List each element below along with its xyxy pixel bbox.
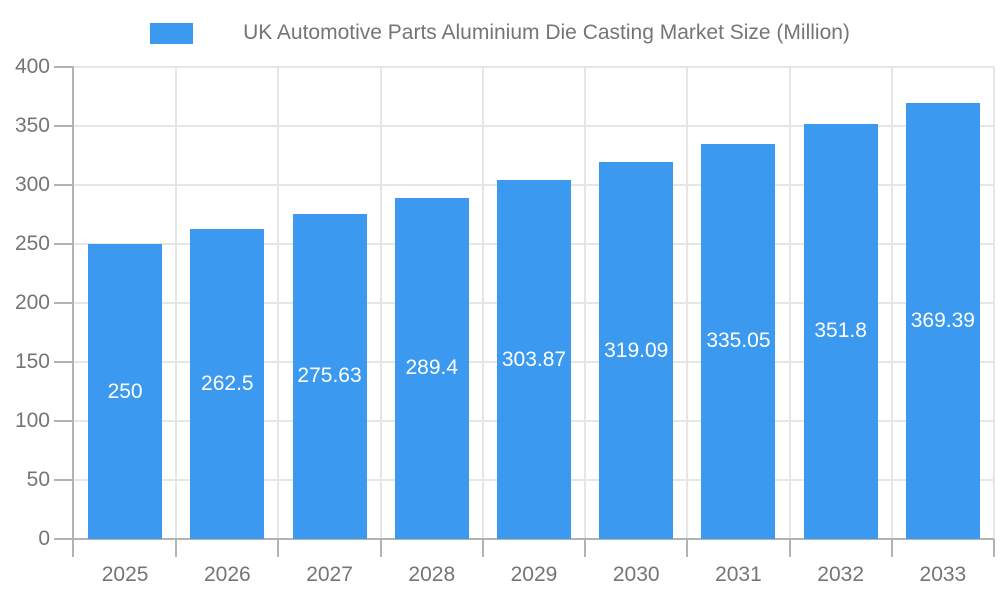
bar-2028[interactable] bbox=[394, 197, 469, 539]
bar-2026[interactable] bbox=[190, 229, 265, 539]
x-tick-label: 2033 bbox=[919, 563, 967, 586]
y-tick bbox=[54, 125, 74, 127]
y-tick-label: 400 bbox=[14, 55, 50, 78]
y-tick bbox=[54, 479, 74, 481]
y-tick-label: 200 bbox=[14, 291, 50, 314]
bar-value-label: 335.05 bbox=[706, 329, 771, 353]
bar-2031[interactable] bbox=[701, 143, 776, 539]
x-gridline bbox=[890, 67, 893, 539]
y-gridline bbox=[74, 125, 994, 127]
bar-value-label: 351.8 bbox=[814, 319, 867, 343]
y-tick-label: 150 bbox=[14, 350, 50, 373]
y-tick-label: 0 bbox=[38, 527, 50, 550]
x-tick bbox=[686, 539, 689, 557]
x-tick-label: 2027 bbox=[306, 563, 353, 586]
bar-2029[interactable] bbox=[497, 180, 571, 539]
y-axis-line bbox=[72, 67, 74, 557]
x-gridline bbox=[481, 67, 484, 539]
y-tick bbox=[54, 66, 74, 68]
bar-value-label: 369.39 bbox=[910, 309, 975, 333]
bar-value-label: 275.63 bbox=[297, 364, 362, 388]
x-tick-label: 2032 bbox=[817, 563, 865, 586]
x-axis-line bbox=[54, 538, 994, 540]
bar-2032[interactable] bbox=[803, 123, 878, 539]
legend[interactable]: UK Automotive Parts Aluminium Die Castin… bbox=[0, 20, 1000, 46]
x-gridline bbox=[277, 67, 280, 539]
bar-2025[interactable] bbox=[88, 244, 163, 539]
x-tick-label: 2028 bbox=[408, 563, 456, 586]
bar-2027[interactable] bbox=[292, 213, 367, 539]
y-tick bbox=[54, 302, 74, 304]
bar-value-label: 289.4 bbox=[405, 356, 459, 380]
x-tick bbox=[481, 539, 484, 557]
y-tick-label: 350 bbox=[14, 114, 50, 137]
y-tick bbox=[54, 243, 74, 245]
x-tick-label: 2029 bbox=[510, 563, 558, 586]
y-tick bbox=[54, 184, 74, 186]
x-tick-label: 2026 bbox=[203, 563, 251, 586]
bar-2033[interactable] bbox=[905, 103, 980, 539]
y-tick-label: 100 bbox=[14, 409, 50, 432]
x-tick bbox=[788, 539, 791, 557]
x-tick bbox=[584, 539, 587, 557]
x-tick-label: 2031 bbox=[715, 563, 762, 586]
bar-value-label: 303.87 bbox=[501, 347, 567, 371]
y-tick bbox=[54, 361, 74, 363]
x-tick bbox=[993, 539, 995, 557]
x-gridline bbox=[686, 67, 689, 539]
legend-label: UK Automotive Parts Aluminium Die Castin… bbox=[243, 21, 850, 44]
x-tick bbox=[175, 539, 178, 557]
y-gridline bbox=[74, 66, 994, 68]
bar-2030[interactable] bbox=[599, 162, 674, 539]
x-gridline bbox=[175, 67, 178, 539]
x-gridline bbox=[788, 67, 791, 539]
y-tick bbox=[54, 420, 74, 422]
y-tick-label: 300 bbox=[14, 173, 50, 196]
x-tick-label: 2030 bbox=[612, 563, 660, 586]
y-tick-label: 50 bbox=[26, 468, 50, 491]
x-gridline bbox=[993, 67, 995, 539]
y-tick-label: 250 bbox=[14, 232, 50, 255]
bar-value-label: 250 bbox=[107, 379, 143, 403]
x-tick bbox=[890, 539, 893, 557]
x-gridline bbox=[584, 67, 587, 539]
bar-value-label: 319.09 bbox=[604, 338, 669, 362]
x-tick-label: 2025 bbox=[101, 563, 149, 586]
y-tick bbox=[54, 538, 74, 540]
x-tick bbox=[277, 539, 280, 557]
legend-swatch bbox=[150, 22, 194, 44]
bar-value-label: 262.5 bbox=[201, 372, 254, 396]
x-tick bbox=[379, 539, 382, 557]
x-gridline bbox=[379, 67, 382, 539]
